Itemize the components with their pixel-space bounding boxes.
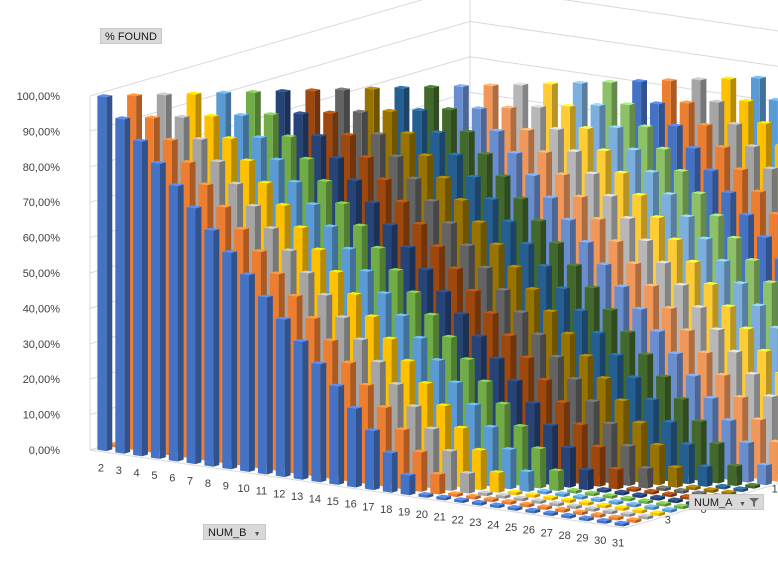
- column-bar: [222, 250, 237, 469]
- x-tick-label: 18: [380, 504, 392, 516]
- y-tick-label: 60,00%: [23, 233, 61, 245]
- depth-tick-label: 3: [665, 514, 671, 526]
- y-tick-label: 70,00%: [23, 197, 61, 209]
- y-tick-label: 10,00%: [23, 410, 61, 422]
- column-bar: [204, 228, 219, 467]
- column-bar: [329, 384, 344, 485]
- x-tick-label: 11: [256, 486, 267, 498]
- value-field-label: % FOUND: [105, 31, 157, 43]
- x-tick-label: 27: [541, 527, 553, 539]
- series-field-label: NUM_A: [694, 497, 732, 509]
- x-tick-label: 2: [98, 462, 104, 474]
- chevron-down-icon: ▼: [254, 531, 261, 538]
- column-bar: [294, 339, 309, 480]
- x-tick-label: 26: [523, 525, 535, 537]
- depth-tick-label: 12: [772, 483, 778, 495]
- column-bar: [460, 471, 475, 494]
- x-tick-label: 15: [327, 496, 339, 508]
- column-bar: [490, 470, 505, 493]
- x-tick-label: 29: [576, 533, 588, 545]
- column-bar: [97, 94, 112, 451]
- x-tick-label: 9: [223, 481, 229, 493]
- x-tick-label: 21: [434, 512, 446, 524]
- column-bar: [115, 116, 130, 453]
- column-bar: [311, 361, 326, 482]
- x-tick-label: 14: [309, 494, 321, 506]
- x-tick-label: 30: [594, 535, 606, 547]
- column-bar: [668, 465, 683, 488]
- column-bar: [430, 472, 445, 495]
- x-tick-label: 7: [187, 475, 193, 487]
- column-bar: [258, 295, 273, 475]
- y-tick-label: 50,00%: [23, 268, 61, 280]
- column-bar: [240, 272, 255, 472]
- x-tick-label: 8: [205, 478, 211, 490]
- column-bar: [151, 161, 166, 459]
- column-bar: [276, 317, 291, 477]
- y-tick-label: 0,00%: [29, 445, 60, 457]
- column-bar: [638, 466, 653, 489]
- x-tick-label: 10: [237, 483, 249, 495]
- filter-icon: [749, 498, 759, 507]
- x-tick-label: 31: [612, 538, 624, 550]
- x-tick-label: 20: [416, 509, 428, 521]
- x-tick-label: 23: [469, 517, 481, 529]
- column-bar: [169, 183, 184, 461]
- column-bar: [383, 450, 398, 492]
- axis-field-button[interactable]: NUM_B ▼: [203, 524, 266, 540]
- column-bar: [698, 464, 713, 487]
- column-bar: [365, 428, 380, 490]
- x-tick-label: 13: [291, 491, 303, 503]
- column-bar: [347, 406, 362, 488]
- column-bar: [757, 463, 772, 486]
- x-tick-label: 12: [273, 488, 285, 500]
- y-tick-label: 40,00%: [23, 303, 61, 315]
- chevron-down-icon: ▼: [739, 501, 746, 508]
- column-bar: [609, 467, 624, 490]
- y-tick-label: 100,00%: [17, 91, 61, 103]
- column-bar: [727, 463, 742, 486]
- column-bar: [519, 469, 534, 492]
- x-tick-label: 4: [134, 468, 140, 480]
- x-tick-label: 17: [362, 501, 374, 513]
- x-tick-label: 19: [398, 507, 410, 519]
- x-tick-label: 5: [151, 470, 157, 482]
- x-tick-label: 16: [344, 499, 356, 511]
- column-bar: [133, 139, 148, 457]
- value-field-button[interactable]: % FOUND: [100, 28, 162, 44]
- x-tick-label: 3: [116, 465, 122, 477]
- axis-field-label: NUM_B: [208, 527, 247, 539]
- x-tick-label: 6: [169, 473, 175, 485]
- x-tick-label: 25: [505, 522, 517, 534]
- y-tick-label: 30,00%: [23, 339, 61, 351]
- column-bar: [187, 205, 202, 464]
- y-tick-label: 80,00%: [23, 162, 61, 174]
- column-bar: [401, 473, 416, 496]
- x-tick-label: 28: [558, 530, 570, 542]
- column-bar: [579, 468, 594, 491]
- x-tick-label: 22: [451, 514, 463, 526]
- column-bar: [549, 468, 564, 491]
- y-tick-label: 90,00%: [23, 126, 61, 138]
- y-tick-label: 20,00%: [23, 374, 61, 386]
- x-tick-label: 24: [487, 520, 499, 532]
- series-field-button[interactable]: NUM_A ▼: [689, 494, 764, 510]
